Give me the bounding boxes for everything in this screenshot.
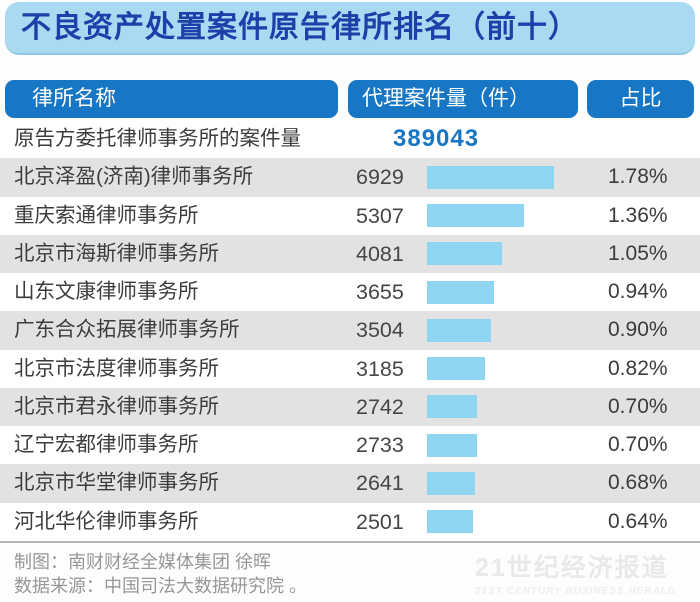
- case-count-bar: [427, 433, 477, 457]
- case-count-bar: [427, 204, 524, 228]
- law-firm-name: 北京市君永律师事务所: [14, 394, 219, 418]
- table-row: 北京市法度律师事务所 3185 0.82%: [0, 349, 700, 388]
- column-header-case-count: 代理案件量（件）: [348, 80, 578, 118]
- table-row: 山东文康律师事务所 3655 0.94%: [0, 273, 700, 312]
- case-count: 5307: [356, 203, 404, 228]
- publisher-logo-en: 21ST CENTURY BUSINESS HERALD: [475, 586, 676, 597]
- publisher-logo-cn: 21世纪经济报道: [475, 554, 669, 582]
- law-firm-name: 北京泽盈(济南)律师事务所: [14, 165, 254, 189]
- publisher-watermark: 21世纪经济报道 21ST CENTURY BUSINESS HERALD: [475, 548, 676, 597]
- case-count-bar: [427, 357, 485, 381]
- case-count-bar: [427, 510, 473, 534]
- share-percent: 0.70%: [608, 433, 668, 457]
- law-firm-name: 河北华伦律师事务所: [14, 509, 199, 533]
- law-firm-name: 广东合众拓展律师事务所: [14, 318, 240, 342]
- table-row: 重庆索通律师事务所 5307 1.36%: [0, 196, 700, 235]
- law-firm-name: 山东文康律师事务所: [14, 280, 199, 304]
- case-count: 4081: [356, 241, 404, 266]
- case-count: 3185: [356, 356, 404, 381]
- table-row: 广东合众拓展律师事务所 3504 0.90%: [0, 311, 700, 350]
- table-rows: 北京泽盈(济南)律师事务所 6929 1.78% 重庆索通律师事务所 5307 1.36%…: [0, 158, 700, 541]
- column-header-share: 占比: [587, 80, 694, 118]
- case-count: 2742: [356, 394, 404, 419]
- share-percent: 1.78%: [608, 165, 668, 189]
- title-banner: 不良资产处置案件原告律所排名（前十）: [5, 2, 695, 55]
- case-count-bar: [427, 165, 554, 189]
- case-count-bar: [427, 318, 491, 342]
- case-count-bar: [427, 242, 502, 266]
- law-firm-name: 北京市法度律师事务所: [14, 356, 219, 380]
- data-source-text: 数据来源：中国司法大数据研究院 。: [14, 576, 307, 596]
- table-row: 北京泽盈(济南)律师事务所 6929 1.78%: [0, 158, 700, 197]
- law-firm-name: 北京市华堂律师事务所: [14, 471, 219, 495]
- share-percent: 0.94%: [608, 280, 668, 304]
- column-header-firm-name: 律所名称: [5, 80, 338, 118]
- share-percent: 0.82%: [608, 356, 668, 380]
- total-row: 原告方委托律师事务所的案件量 389043: [0, 120, 700, 158]
- law-firm-name: 北京市海斯律师事务所: [14, 241, 219, 265]
- case-count: 6929: [356, 165, 404, 190]
- case-count: 3504: [356, 318, 404, 343]
- case-count-bar: [427, 471, 475, 495]
- table-row: 辽宁宏都律师事务所 2733 0.70%: [0, 426, 700, 465]
- share-percent: 1.36%: [608, 203, 668, 227]
- table-row: 北京市海斯律师事务所 4081 1.05%: [0, 234, 700, 274]
- share-percent: 0.68%: [608, 471, 668, 495]
- footer-divider: [0, 541, 700, 543]
- share-percent: 0.70%: [608, 394, 668, 418]
- table-row: 北京市华堂律师事务所 2641 0.68%: [0, 464, 700, 503]
- table-row: 北京市君永律师事务所 2742 0.70%: [0, 387, 700, 427]
- share-percent: 1.05%: [608, 241, 668, 265]
- credit-text: 制图：南财财经全媒体集团 徐晖: [14, 552, 271, 572]
- table-row: 河北华伦律师事务所 2501 0.64%: [0, 502, 700, 541]
- case-count: 2641: [356, 471, 404, 496]
- page-title: 不良资产处置案件原告律所排名（前十）: [21, 11, 579, 44]
- law-firm-name: 重庆索通律师事务所: [14, 203, 199, 227]
- share-percent: 0.64%: [608, 509, 668, 533]
- case-count-bar: [427, 280, 494, 304]
- case-count: 2733: [356, 433, 404, 458]
- case-count: 2501: [356, 509, 404, 534]
- total-case-count: 389043: [393, 125, 480, 152]
- case-count-bar: [427, 395, 477, 419]
- total-row-label: 原告方委托律师事务所的案件量: [14, 127, 301, 150]
- share-percent: 0.90%: [608, 318, 668, 342]
- case-count: 3655: [356, 280, 404, 305]
- law-firm-name: 辽宁宏都律师事务所: [14, 433, 199, 457]
